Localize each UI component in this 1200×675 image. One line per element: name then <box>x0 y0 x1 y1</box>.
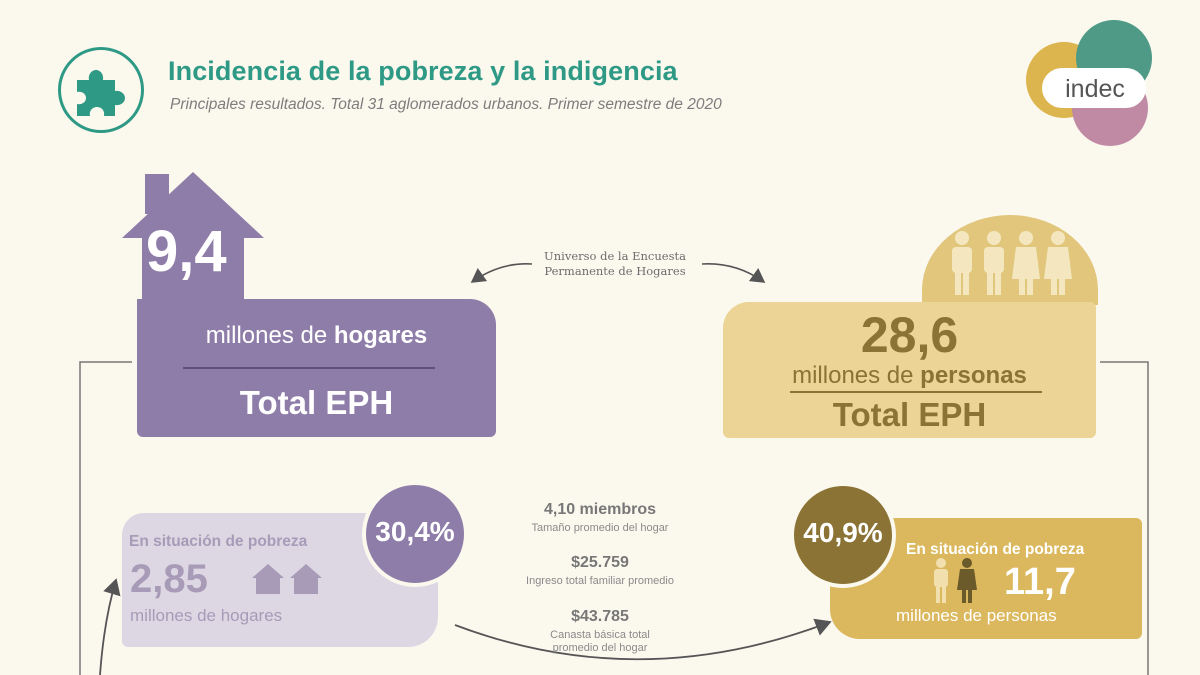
indec-logo: indec <box>1020 20 1160 152</box>
stat-members-label: Tamaño promedio del hogar <box>531 522 669 534</box>
page-title: Incidencia de la pobreza y la indigencia <box>168 56 678 86</box>
page-subtitle: Principales resultados. Total 31 aglomer… <box>170 96 722 113</box>
poverty-households-value: 2,85 <box>130 557 208 601</box>
persons-total-label: Total EPH <box>832 396 987 433</box>
households-total-label: Total EPH <box>239 384 394 421</box>
poverty-households-percent: 30,4% <box>375 516 455 547</box>
stat-basket-value: $43.785 <box>571 608 629 625</box>
universe-line-2: Permanente de Hogares <box>544 264 686 278</box>
puzzle-icon <box>77 70 125 116</box>
households-total-value: 9,4 <box>146 219 227 284</box>
persons-divider <box>790 391 1042 393</box>
poverty-persons-percent: 40,9% <box>803 517 883 548</box>
stat-members-value: 4,10 miembros <box>543 501 657 518</box>
poverty-persons-percent-circle <box>790 482 896 588</box>
poverty-households-percent-circle <box>362 481 468 587</box>
poverty-persons-unit: millones de personas <box>896 606 1057 625</box>
persons-total-value: 28,6 <box>860 307 959 363</box>
poverty-households-label: En situación de pobreza <box>129 533 308 550</box>
stat-basket-label-2: promedio del hogar <box>552 642 648 654</box>
persons-card <box>723 302 1096 438</box>
stat-income-label: Ingreso total familiar promedio <box>526 575 674 587</box>
logo-text: indec <box>1065 75 1125 103</box>
universe-line-1: Universo de la Encuesta <box>544 249 686 263</box>
house-icon <box>122 172 264 300</box>
small-house-icons <box>252 564 322 594</box>
poverty-persons-value: 11,7 <box>1004 561 1076 603</box>
puzzle-badge <box>58 47 144 133</box>
households-divider <box>183 367 435 369</box>
households-unit: millones de hogares <box>205 322 428 349</box>
stat-basket-label-1: Canasta básica total <box>550 629 650 641</box>
persons-unit: millones de personas <box>792 362 1027 389</box>
poverty-persons-label: En situación de pobreza <box>906 541 1085 558</box>
people-icon <box>922 215 1098 305</box>
poverty-households-unit: millones de hogares <box>130 606 283 625</box>
stat-income-value: $25.759 <box>571 554 629 571</box>
universe-label: Universo de la Encuesta Permanente de Ho… <box>520 249 710 279</box>
small-people-icons <box>934 558 977 603</box>
